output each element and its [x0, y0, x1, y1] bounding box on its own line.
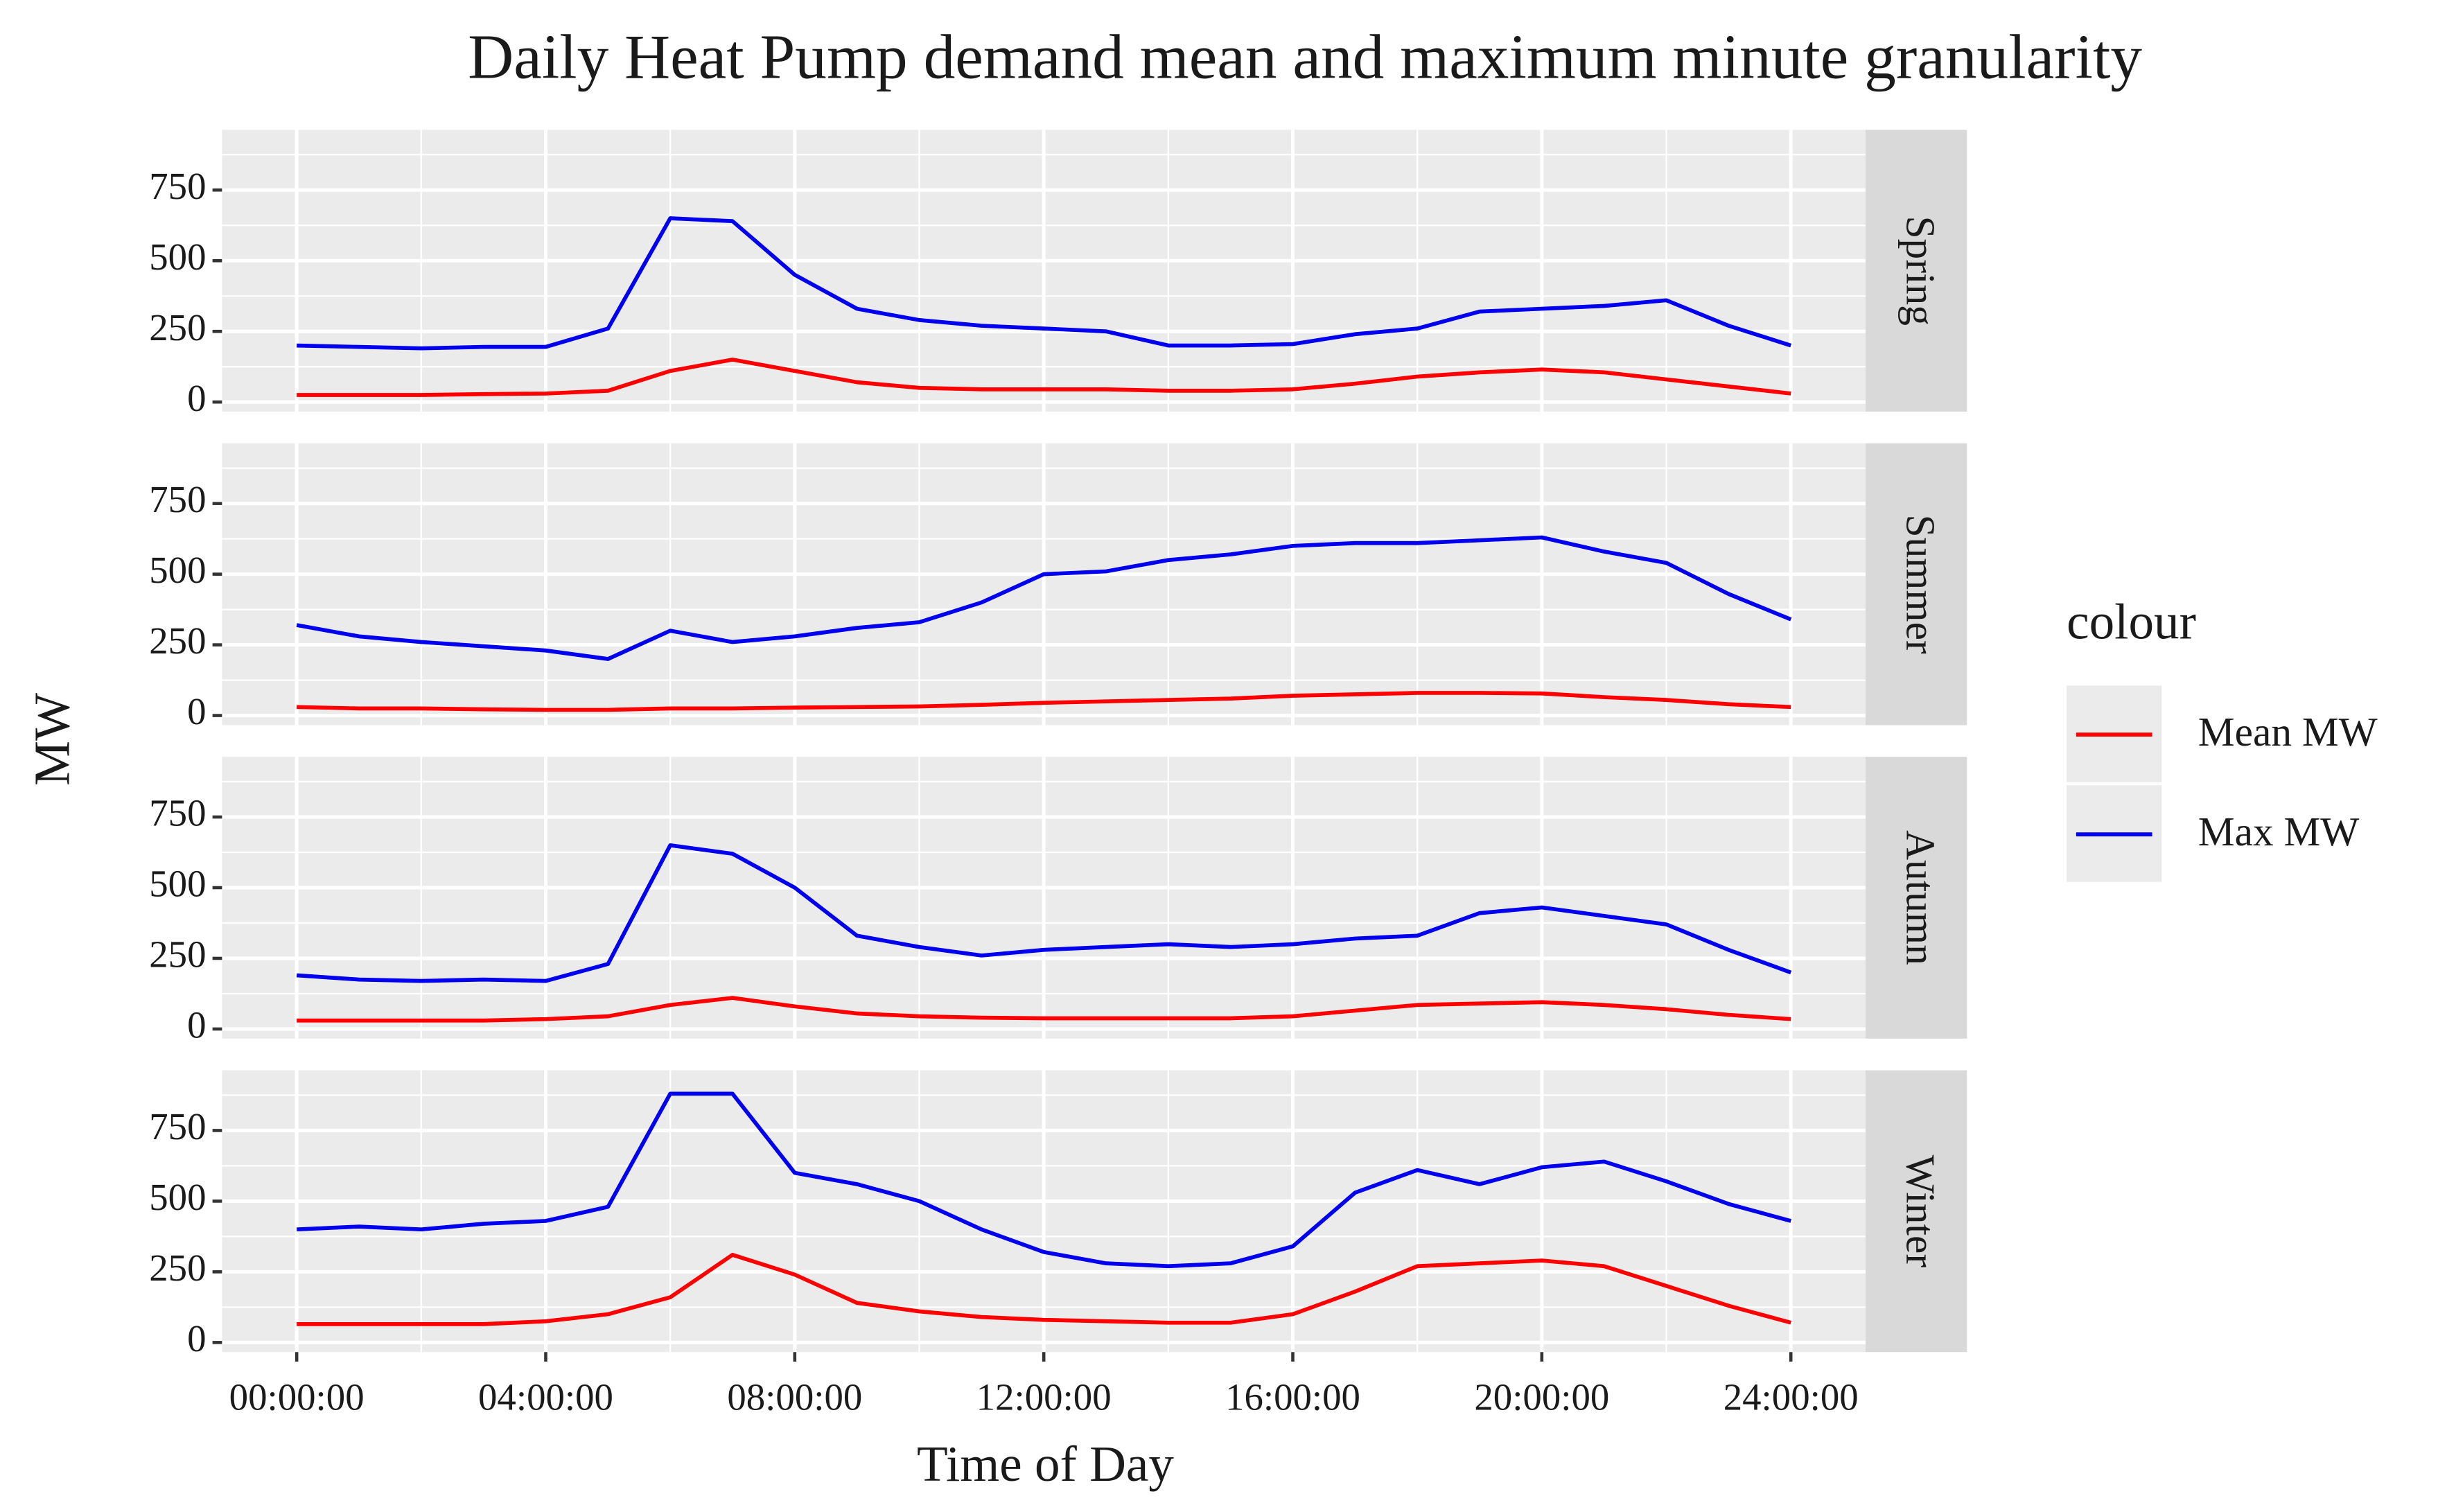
x-tick-label: 00:00:00 — [229, 1376, 365, 1418]
facet-label: Autumn — [1897, 830, 1943, 965]
y-tick-label: 250 — [149, 933, 206, 976]
y-tick-label: 500 — [149, 549, 206, 591]
data-line — [297, 1253, 1791, 1326]
data-line — [296, 535, 1792, 661]
x-tick-label: 16:00:00 — [1225, 1376, 1360, 1418]
facet-strip — [1865, 757, 1967, 1039]
x-axis-title: Time of Day — [917, 1436, 1174, 1492]
y-tick-label: 750 — [149, 1105, 206, 1148]
legend-title: colour — [2067, 594, 2196, 650]
x-tick-label: 20:00:00 — [1474, 1376, 1609, 1418]
y-tick-label: 0 — [187, 690, 206, 732]
y-tick-label: 500 — [149, 863, 206, 905]
data-line — [297, 358, 1791, 397]
facet-label: Spring — [1897, 216, 1943, 326]
facet-strip — [1865, 443, 1967, 726]
data-line — [296, 843, 1792, 983]
chart-title: Daily Heat Pump demand mean and maximum … — [468, 21, 2142, 91]
y-tick-label: 0 — [187, 1317, 206, 1360]
facet-strip — [1865, 1070, 1967, 1353]
data-line — [297, 691, 1791, 712]
facet-strip — [1865, 130, 1967, 412]
y-tick-label: 250 — [149, 1247, 206, 1289]
y-tick-label: 750 — [149, 165, 206, 207]
y-tick-label: 500 — [149, 1176, 206, 1218]
y-tick-label: 0 — [187, 1004, 206, 1046]
data-line — [297, 996, 1791, 1023]
y-tick-label: 750 — [149, 792, 206, 834]
legend-label: Mean MW — [2198, 709, 2378, 755]
x-tick-label: 12:00:00 — [976, 1376, 1112, 1418]
facet-label: Summer — [1897, 514, 1943, 653]
x-tick-label: 04:00:00 — [478, 1376, 613, 1418]
legend-label: Max MW — [2198, 809, 2360, 854]
y-tick-label: 0 — [187, 377, 206, 419]
y-tick-label: 250 — [149, 619, 206, 662]
y-tick-label: 250 — [149, 306, 206, 349]
y-tick-label: 750 — [149, 478, 206, 520]
y-tick-label: 500 — [149, 236, 206, 278]
data-line — [297, 216, 1792, 351]
data-line — [297, 1091, 1791, 1269]
x-tick-label: 24:00:00 — [1724, 1376, 1859, 1418]
facet-label: Winter — [1897, 1155, 1943, 1268]
y-axis-title: MW — [24, 693, 80, 786]
x-tick-label: 08:00:00 — [727, 1376, 862, 1418]
